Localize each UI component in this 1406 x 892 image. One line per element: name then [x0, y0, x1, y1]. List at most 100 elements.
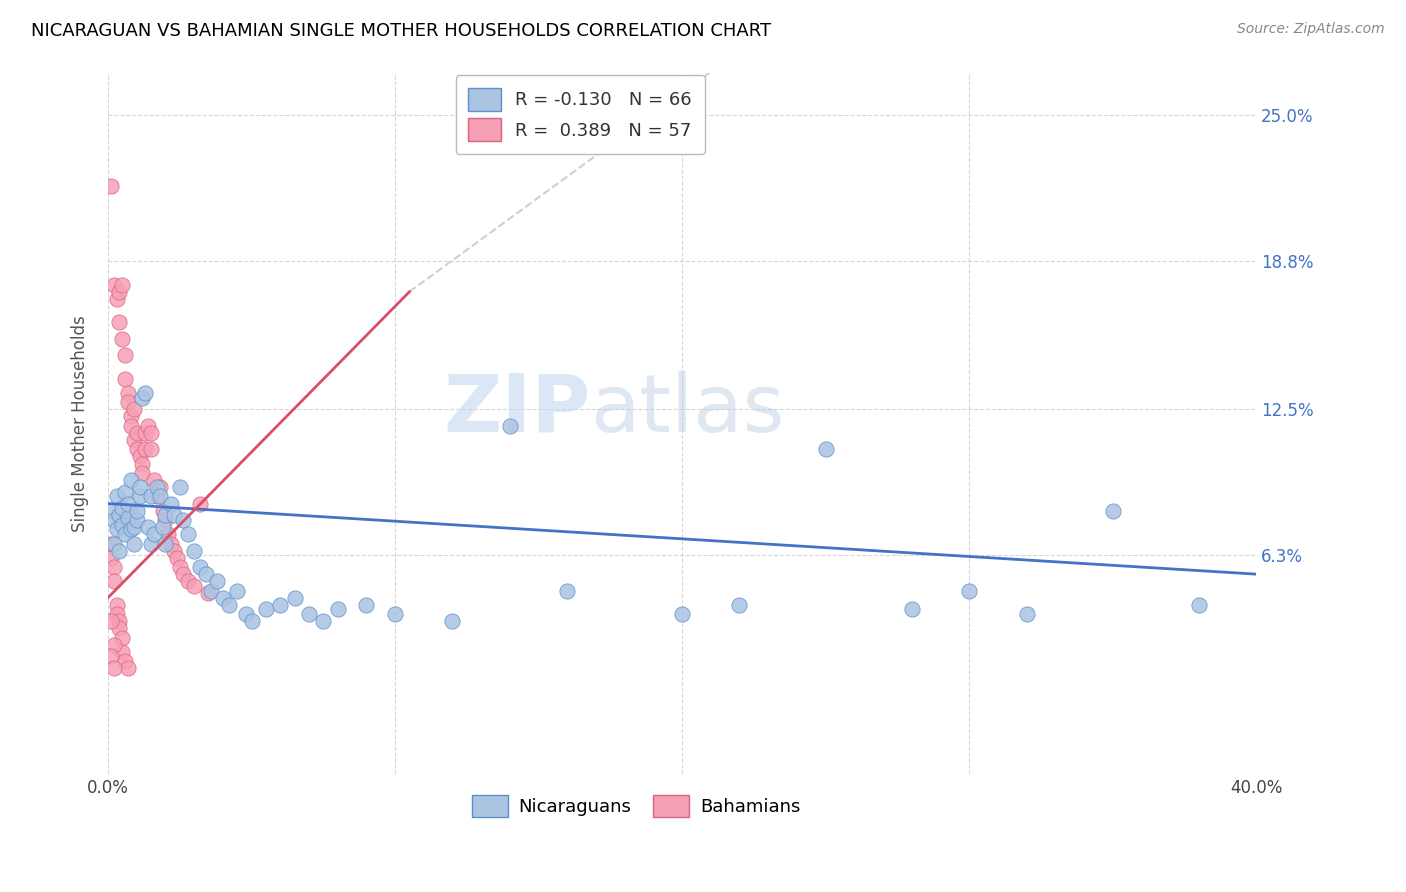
- Point: [172, 513, 194, 527]
- Point: [114, 348, 136, 362]
- Point: [1101, 503, 1123, 517]
- Point: [100, 550, 122, 565]
- Point: [146, 490, 169, 504]
- Point: [298, 607, 321, 621]
- Legend: Nicaraguans, Bahamians: Nicaraguans, Bahamians: [464, 789, 808, 825]
- Point: [183, 579, 205, 593]
- Point: [1188, 598, 1211, 612]
- Point: [122, 536, 145, 550]
- Point: [183, 543, 205, 558]
- Point: [114, 484, 136, 499]
- Point: [136, 520, 159, 534]
- Point: [177, 527, 200, 541]
- Point: [900, 602, 922, 616]
- Point: [103, 638, 125, 652]
- Point: [108, 621, 131, 635]
- Point: [108, 614, 131, 628]
- Point: [117, 395, 139, 409]
- Point: [254, 602, 277, 616]
- Point: [166, 550, 188, 565]
- Point: [122, 402, 145, 417]
- Point: [188, 497, 211, 511]
- Point: [103, 661, 125, 675]
- Point: [114, 372, 136, 386]
- Point: [172, 567, 194, 582]
- Point: [125, 513, 148, 527]
- Point: [131, 457, 153, 471]
- Point: [105, 292, 128, 306]
- Point: [120, 473, 142, 487]
- Point: [105, 523, 128, 537]
- Point: [177, 574, 200, 589]
- Point: [131, 466, 153, 480]
- Point: [117, 510, 139, 524]
- Point: [120, 523, 142, 537]
- Point: [122, 520, 145, 534]
- Point: [142, 473, 165, 487]
- Point: [163, 508, 186, 523]
- Point: [814, 442, 837, 457]
- Point: [103, 536, 125, 550]
- Point: [111, 277, 134, 292]
- Point: [149, 490, 172, 504]
- Point: [100, 649, 122, 664]
- Point: [163, 543, 186, 558]
- Point: [197, 586, 219, 600]
- Point: [152, 520, 174, 534]
- Point: [134, 442, 156, 457]
- Point: [108, 543, 131, 558]
- Point: [103, 277, 125, 292]
- Point: [139, 536, 162, 550]
- Point: [122, 433, 145, 447]
- Point: [111, 631, 134, 645]
- Point: [100, 178, 122, 193]
- Point: [108, 508, 131, 523]
- Point: [326, 602, 349, 616]
- Point: [111, 501, 134, 516]
- Y-axis label: Single Mother Households: Single Mother Households: [72, 315, 89, 532]
- Point: [671, 607, 693, 621]
- Point: [155, 508, 177, 523]
- Point: [169, 560, 191, 574]
- Point: [194, 567, 217, 582]
- Point: [128, 490, 150, 504]
- Point: [441, 614, 464, 628]
- Point: [103, 513, 125, 527]
- Point: [117, 661, 139, 675]
- Point: [128, 480, 150, 494]
- Point: [134, 425, 156, 440]
- Point: [235, 607, 257, 621]
- Point: [155, 536, 177, 550]
- Point: [169, 480, 191, 494]
- Point: [105, 490, 128, 504]
- Point: [142, 527, 165, 541]
- Text: Source: ZipAtlas.com: Source: ZipAtlas.com: [1237, 22, 1385, 37]
- Point: [200, 583, 222, 598]
- Point: [100, 536, 122, 550]
- Point: [131, 391, 153, 405]
- Point: [205, 574, 228, 589]
- Point: [134, 386, 156, 401]
- Point: [226, 583, 249, 598]
- Point: [105, 607, 128, 621]
- Point: [139, 490, 162, 504]
- Point: [1015, 607, 1038, 621]
- Point: [117, 386, 139, 401]
- Point: [555, 583, 578, 598]
- Point: [384, 607, 406, 621]
- Point: [120, 409, 142, 424]
- Point: [125, 425, 148, 440]
- Point: [152, 503, 174, 517]
- Point: [120, 503, 142, 517]
- Text: ZIP: ZIP: [443, 370, 591, 449]
- Point: [136, 418, 159, 433]
- Point: [499, 418, 522, 433]
- Point: [155, 513, 177, 527]
- Point: [103, 574, 125, 589]
- Point: [957, 583, 980, 598]
- Point: [128, 450, 150, 464]
- Point: [240, 614, 263, 628]
- Point: [111, 645, 134, 659]
- Point: [114, 654, 136, 668]
- Point: [269, 598, 291, 612]
